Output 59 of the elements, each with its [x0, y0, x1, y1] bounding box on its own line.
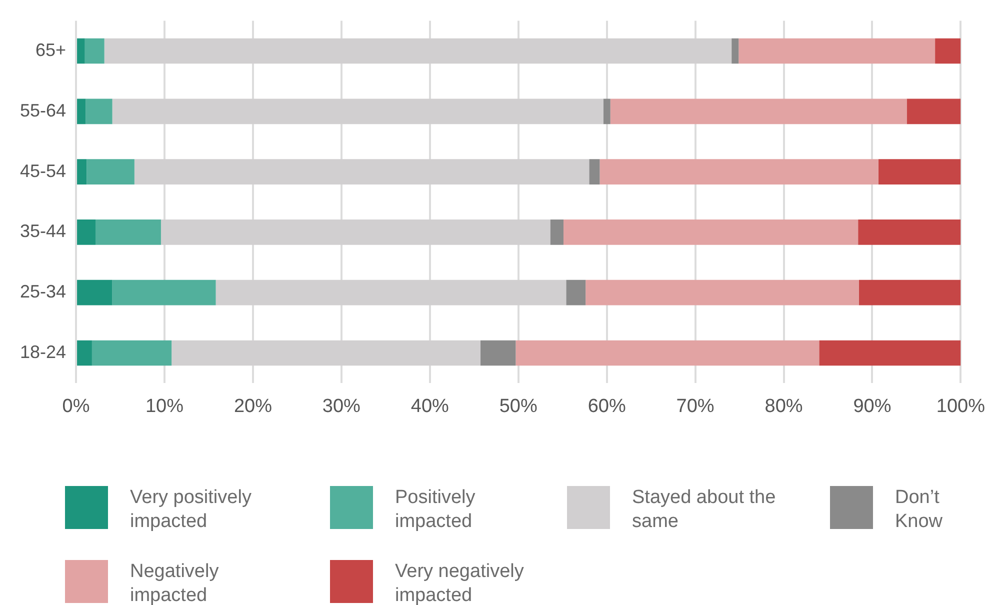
- legend-label: Don’t Know: [895, 486, 944, 534]
- legend-label: Negatively impacted: [130, 560, 220, 605]
- bar: [172, 340, 480, 366]
- y-tick-label: 18-24: [20, 342, 66, 362]
- bar: [86, 98, 112, 124]
- bar: [96, 220, 161, 245]
- y-tick-label: 25-34: [20, 282, 66, 302]
- bar: [77, 340, 92, 366]
- bar: [738, 38, 936, 64]
- bar: [586, 280, 859, 306]
- x-tick-label: 40%: [410, 396, 450, 417]
- bar: [104, 38, 732, 64]
- x-tick-label: 50%: [499, 396, 538, 417]
- bar: [935, 38, 961, 64]
- x-tick-label: 30%: [322, 396, 361, 417]
- y-tick-label: 65+: [35, 40, 66, 60]
- y-tick-label: 35-44: [20, 221, 66, 242]
- bar: [160, 220, 550, 245]
- x-tick-label: 70%: [676, 396, 714, 417]
- x-tick-label: 20%: [234, 396, 272, 417]
- bar: [732, 38, 739, 64]
- x-tick-label: 100%: [936, 396, 986, 417]
- y-tick-label: 55-64: [20, 100, 66, 120]
- bar: [563, 220, 858, 245]
- bar: [906, 98, 961, 124]
- legend-label: Very negatively impacted: [395, 560, 525, 605]
- bar: [77, 159, 87, 184]
- bar: [77, 220, 96, 245]
- bar: [86, 159, 134, 184]
- bar: [600, 159, 878, 184]
- bar: [516, 340, 820, 366]
- bar: [550, 220, 564, 245]
- bar: [858, 220, 961, 245]
- bar: [77, 98, 86, 124]
- bar: [480, 340, 516, 366]
- bar: [610, 98, 907, 124]
- legend-label: Stayed about the same: [632, 486, 777, 534]
- legend-label: Positively impacted: [395, 486, 476, 534]
- y-tick-label: 45-54: [20, 160, 66, 181]
- x-tick-label: 80%: [764, 396, 803, 417]
- bar: [216, 280, 566, 306]
- x-tick-label: 0%: [62, 396, 90, 417]
- bar: [134, 159, 590, 184]
- bar: [112, 98, 604, 124]
- bar: [878, 159, 961, 184]
- bar: [84, 38, 104, 64]
- bar: [819, 340, 961, 366]
- legend-label: Very positively impacted: [130, 486, 252, 534]
- bar: [589, 159, 600, 184]
- bar: [92, 340, 172, 366]
- bar: [566, 280, 586, 306]
- x-tick-label: 90%: [853, 396, 892, 417]
- x-tick-label: 60%: [588, 396, 626, 417]
- bar: [112, 280, 216, 306]
- bar: [77, 280, 112, 306]
- bar: [603, 98, 610, 124]
- x-tick-label: 10%: [145, 396, 184, 417]
- bar: [858, 280, 961, 306]
- bar: [77, 38, 85, 64]
